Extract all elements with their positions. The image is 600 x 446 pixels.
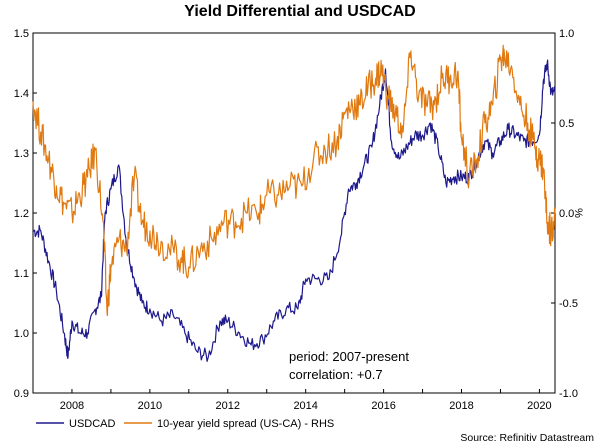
left-tick-label: 1.1 xyxy=(14,268,29,280)
legend-label-yield-spread: 10-year yield spread (US-CA) - RHS xyxy=(157,418,334,430)
right-tick-label: 1.0 xyxy=(559,28,574,40)
x-tick-label: 2016 xyxy=(371,400,395,412)
right-tick-label: 0.5 xyxy=(559,118,574,130)
right-tick-label: 0.0 xyxy=(559,208,574,220)
x-tick-label: 2012 xyxy=(216,400,240,412)
right-tick-label: -1.0 xyxy=(559,388,578,400)
right-tick-label: -0.5 xyxy=(559,298,578,310)
x-tick-label: 2008 xyxy=(60,400,84,412)
x-tick-label: 2014 xyxy=(293,400,317,412)
x-axis: 2008 2010 2012 2014 2016 2018 2020 xyxy=(32,389,552,412)
left-tick-label: 1.5 xyxy=(14,28,29,40)
legend-label-usdcad: USDCAD xyxy=(69,418,116,430)
left-tick-label: 1.4 xyxy=(14,88,29,100)
x-tick-label: 2020 xyxy=(527,400,551,412)
left-tick-label: 1.0 xyxy=(14,328,29,340)
source-note: Source: Refinitiv Datastream xyxy=(460,432,594,444)
left-axis: 0.9 1.0 1.1 1.2 1.3 1.4 1.5 xyxy=(14,28,37,400)
right-axis: -1.0 -0.5 0.0 0.5 1.0 xyxy=(551,28,578,400)
annotation-correlation: correlation: +0.7 xyxy=(289,367,383,382)
annotation-period: period: 2007-present xyxy=(289,349,409,364)
series-line-usdcad xyxy=(32,59,556,362)
right-axis-label: % xyxy=(572,208,584,218)
chart-title: Yield Differential and USDCAD xyxy=(184,3,415,20)
series-layer xyxy=(32,44,556,362)
x-tick-label: 2018 xyxy=(449,400,473,412)
left-tick-label: 1.3 xyxy=(14,148,29,160)
x-tick-label: 2010 xyxy=(138,400,162,412)
plot-frame xyxy=(32,32,556,394)
series-line-yield-spread xyxy=(32,44,556,317)
left-tick-label: 1.2 xyxy=(14,208,29,220)
left-tick-label: 0.9 xyxy=(14,388,29,400)
legend: USDCAD 10-year yield spread (US-CA) - RH… xyxy=(36,418,334,430)
